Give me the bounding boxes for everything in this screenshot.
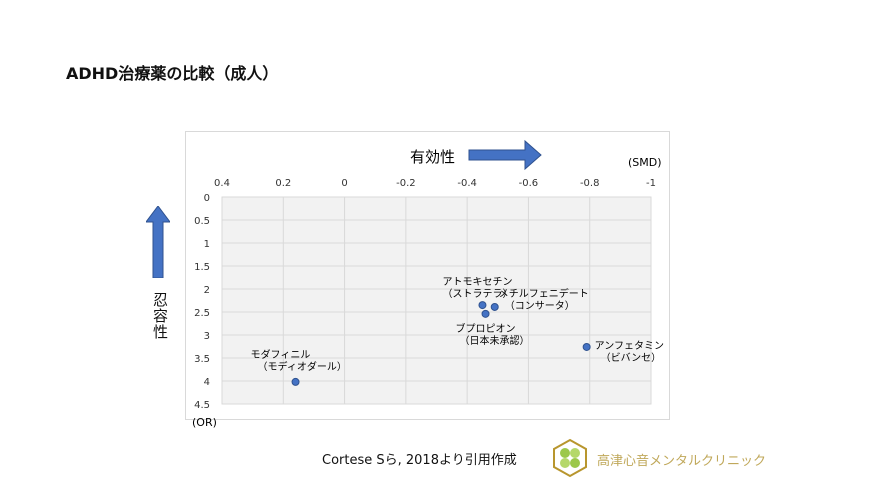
data-label: アンフェタミン xyxy=(595,340,664,352)
data-label: モダフィニル xyxy=(251,348,311,361)
y-tick-label: 1 xyxy=(204,239,210,250)
data-point xyxy=(481,309,490,318)
data-label: ブプロピオン xyxy=(456,322,516,335)
data-label-sub: （コンサータ） xyxy=(505,300,575,312)
x-tick-label: 0.4 xyxy=(214,178,230,189)
data-point xyxy=(291,377,300,386)
x-axis-title: 有効性 xyxy=(410,148,455,166)
y-tick-label: 4 xyxy=(204,377,210,388)
plot-area xyxy=(221,196,652,405)
clinic-logo-icon xyxy=(553,438,587,478)
data-label-sub: （ビバンセ） xyxy=(601,352,662,364)
data-label-sub: （モディオダール） xyxy=(258,360,347,373)
x-tick-label: -0.4 xyxy=(457,178,477,189)
data-label-sub: （日本未承認） xyxy=(460,334,530,347)
y-tick-label: 1.5 xyxy=(194,262,210,273)
y-tick-label: 2 xyxy=(204,285,210,296)
y-tick-label: 4.5 xyxy=(194,400,210,411)
data-label: アトモキセチン xyxy=(442,276,512,288)
right-arrow-icon xyxy=(468,139,542,171)
x-tick-label: 0.2 xyxy=(275,178,291,189)
y-tick-label: 2.5 xyxy=(194,308,210,319)
y-axis-unit: (OR) xyxy=(192,416,217,429)
y-axis-title: 忍容性 xyxy=(151,292,169,340)
data-label-sub: （ストラテラ） xyxy=(442,288,512,300)
data-label: メチルフェニデート xyxy=(499,287,589,300)
data-point xyxy=(478,301,487,310)
clinic-name: 高津心音メンタルクリニック xyxy=(597,454,767,469)
page-title: ADHD治療薬の比較（成人） xyxy=(66,64,279,83)
y-tick-label: 0 xyxy=(204,193,210,204)
x-axis-unit: (SMD) xyxy=(628,156,662,169)
x-tick-label: -0.6 xyxy=(519,178,539,189)
citation: Cortese Sら, 2018より引用作成 xyxy=(322,453,517,468)
x-tick-label: 0 xyxy=(341,178,347,189)
x-tick-label: -1 xyxy=(646,178,656,189)
data-point xyxy=(582,342,591,351)
data-point xyxy=(490,302,499,311)
y-tick-label: 3.5 xyxy=(194,354,210,365)
up-arrow-icon xyxy=(146,206,170,278)
y-tick-label: 3 xyxy=(204,331,210,342)
x-tick-label: -0.2 xyxy=(396,178,416,189)
x-tick-label: -0.8 xyxy=(580,178,600,189)
chart-frame xyxy=(185,131,670,420)
y-tick-label: 0.5 xyxy=(194,216,210,227)
